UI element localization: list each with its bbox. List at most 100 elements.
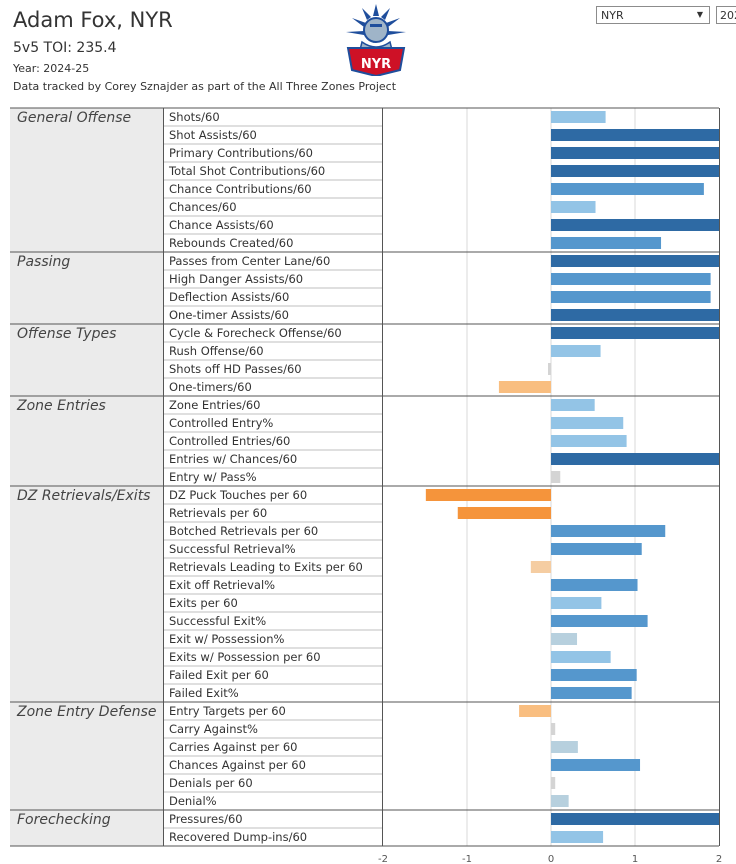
bar: [551, 453, 719, 465]
bar: [498, 381, 551, 393]
toi-label: 5v5 TOI: 235.4: [13, 40, 117, 56]
bar: [551, 759, 641, 771]
metric-label: Failed Exit per 60: [169, 668, 269, 682]
bar-value-label: 0.05: [559, 0, 584, 3]
team-filter-dropdown[interactable]: NYR ▼: [596, 6, 710, 24]
bar: [551, 633, 578, 645]
section-bg: [10, 252, 163, 324]
section-label: General Offense: [17, 110, 131, 126]
metric-label: Chances/60: [169, 200, 237, 214]
metric-label: Shot Assists/60: [169, 128, 257, 142]
bar: [551, 327, 719, 339]
metric-label: Controlled Entries/60: [169, 434, 290, 448]
bar: [551, 435, 627, 447]
bar-value-label: -0.24: [497, 0, 525, 3]
metric-label: Denial%: [169, 794, 217, 808]
metric-label: One-timer Assists/60: [169, 308, 289, 322]
x-tick-label: 0: [548, 854, 554, 864]
bar-value-label: 2.36: [693, 0, 718, 3]
section-label: Zone Entry Defense: [16, 704, 157, 720]
section-label: Forechecking: [17, 812, 111, 828]
bar-value-label: 0.59: [605, 0, 630, 3]
metric-label: Chance Assists/60: [169, 218, 274, 232]
bar: [519, 705, 551, 717]
section-label: DZ Retrievals/Exits: [17, 488, 150, 504]
bar: [551, 651, 611, 663]
bar: [551, 165, 719, 177]
bar: [551, 813, 719, 825]
section-label: Zone Entries: [16, 398, 106, 414]
section-label: Passing: [17, 254, 70, 270]
statue-of-liberty-logo-icon: [346, 4, 406, 55]
bar: [551, 399, 595, 411]
metric-label: Successful Retrieval%: [169, 542, 296, 556]
bar: [551, 147, 719, 159]
metric-label: Zone Entries/60: [169, 398, 261, 412]
metric-label: Rush Offense/60: [169, 344, 264, 358]
bar: [551, 183, 704, 195]
bar: [530, 561, 551, 573]
bar-value-label: 3.55: [693, 0, 718, 3]
bar-value-label: 0.86: [627, 0, 652, 3]
metric-label: Entry Targets per 60: [169, 704, 286, 718]
metric-label: Controlled Entry%: [169, 416, 273, 430]
bar-value-label: 1.03: [642, 0, 667, 3]
year-filter-dropdown[interactable]: 2024-25: [716, 6, 736, 24]
bar: [551, 471, 561, 483]
bar: [551, 237, 662, 249]
bar-value-label: 1.36: [669, 0, 694, 3]
metric-label: Exit off Retrieval%: [169, 578, 275, 592]
bar-value-label: -0.38: [486, 0, 514, 3]
bar: [551, 525, 666, 537]
bar-value-label: 0.60: [605, 0, 630, 3]
bar-value-label: 2.57: [693, 0, 718, 3]
metric-label: Shots/60: [169, 110, 220, 124]
bar-value-label: -0.03: [515, 0, 543, 3]
metric-label: Rebounds Created/60: [169, 236, 293, 250]
bar: [551, 795, 569, 807]
bar-value-label: 1.90: [693, 0, 718, 3]
bar: [548, 363, 551, 375]
bar-value-label: 3.22: [693, 0, 718, 3]
metric-label: Primary Contributions/60: [169, 146, 313, 160]
bar: [551, 777, 556, 789]
bar-value-label: 1.15: [652, 0, 677, 3]
bar-value-label: 1.31: [665, 0, 690, 3]
section-bg: [10, 810, 163, 846]
bar: [551, 219, 719, 231]
bar-value-label: -0.62: [465, 0, 493, 3]
x-tick-label: 1: [632, 854, 638, 864]
metric-label: Recovered Dump-ins/60: [169, 830, 307, 844]
bar: [551, 255, 719, 267]
bar-value-label: 1.06: [644, 0, 669, 3]
bar: [551, 687, 632, 699]
metric-label: Chance Contributions/60: [169, 182, 312, 196]
bar-value-label: 0.71: [615, 0, 640, 3]
bar: [551, 201, 596, 213]
bar: [551, 741, 578, 753]
bar: [551, 291, 711, 303]
section-label: Offense Types: [17, 326, 116, 342]
bar: [551, 129, 719, 141]
year-label: Year: 2024-25: [13, 62, 90, 75]
metric-label: Chances Against per 60: [169, 758, 306, 772]
bar: [551, 345, 601, 357]
bar: [551, 417, 624, 429]
metric-label: High Danger Assists/60: [169, 272, 303, 286]
bar-value-label: -1.11: [424, 0, 452, 3]
metric-label: Successful Exit%: [169, 614, 266, 628]
bar: [551, 669, 637, 681]
bar: [551, 309, 719, 321]
section-bg: [10, 702, 163, 810]
team-filter-value: NYR: [601, 9, 624, 22]
metric-label: Carry Against%: [169, 722, 258, 736]
section-bg: [10, 324, 163, 396]
rangers-logo-icon: NYR: [346, 4, 406, 76]
logo-text: NYR: [361, 57, 391, 72]
bar-value-label: 0.05: [559, 0, 584, 3]
metric-label: Entry w/ Pass%: [169, 470, 257, 484]
bar: [551, 273, 711, 285]
metric-label: Exit w/ Possession%: [169, 632, 284, 646]
bar-value-label: -1.49: [392, 0, 420, 3]
